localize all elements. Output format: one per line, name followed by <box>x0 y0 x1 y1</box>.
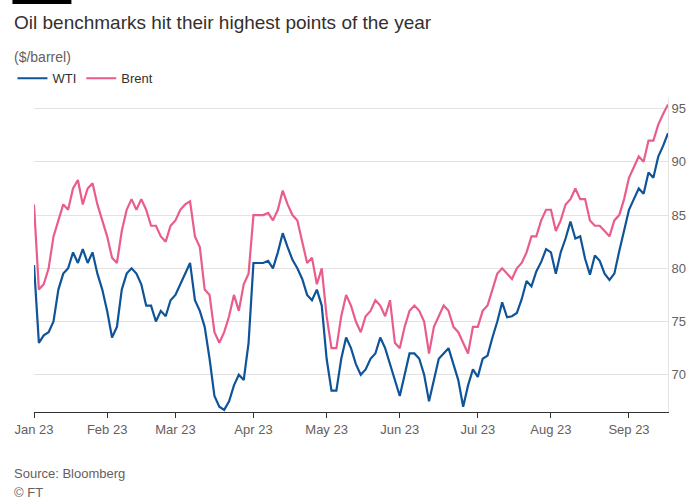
svg-text:Mar 23: Mar 23 <box>155 422 195 437</box>
svg-text:Apr 23: Apr 23 <box>234 422 272 437</box>
svg-text:Oil benchmarks hit their highe: Oil benchmarks hit their highest points … <box>14 12 432 33</box>
svg-text:Source: Bloomberg: Source: Bloomberg <box>14 466 125 481</box>
svg-text:Jul 23: Jul 23 <box>460 422 495 437</box>
svg-text:90: 90 <box>672 154 686 169</box>
svg-text:75: 75 <box>672 314 686 329</box>
svg-text:WTI: WTI <box>52 71 76 86</box>
svg-text:Feb 23: Feb 23 <box>87 422 127 437</box>
svg-text:May 23: May 23 <box>305 422 348 437</box>
svg-text:Jan 23: Jan 23 <box>14 422 53 437</box>
svg-text:Jun 23: Jun 23 <box>380 422 419 437</box>
svg-text:© FT: © FT <box>14 485 43 500</box>
svg-text:85: 85 <box>672 208 686 223</box>
svg-text:95: 95 <box>672 101 686 116</box>
svg-text:80: 80 <box>672 261 686 276</box>
svg-text:Aug 23: Aug 23 <box>530 422 571 437</box>
svg-text:Sep 23: Sep 23 <box>608 422 649 437</box>
svg-text:Brent: Brent <box>121 71 152 86</box>
svg-text:($/barrel): ($/barrel) <box>14 49 71 65</box>
svg-text:70: 70 <box>672 367 686 382</box>
